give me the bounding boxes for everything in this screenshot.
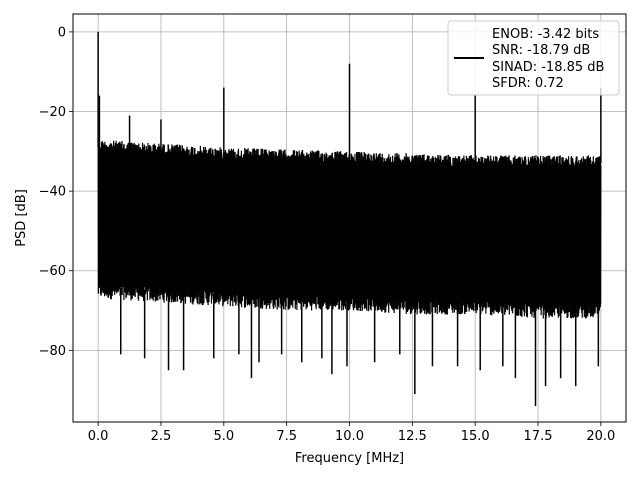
y-tick-label: −40 <box>39 185 66 200</box>
legend: ENOB: -3.42 bits SNR: -18.79 dB SINAD: -… <box>447 20 620 96</box>
y-tick-label: −60 <box>39 264 66 279</box>
data-layer <box>97 31 602 407</box>
x-tick-label: 10.0 <box>335 429 364 444</box>
y-tick-label: −80 <box>39 344 66 359</box>
legend-box <box>447 20 620 96</box>
x-tick-label: 15.0 <box>461 429 490 444</box>
x-tick-label: 0.0 <box>88 429 109 444</box>
legend-sinad: SINAD: -18.85 dB <box>492 60 604 75</box>
x-tick-label: 7.5 <box>276 429 297 444</box>
psd-series-line <box>97 140 602 319</box>
x-axis-label: Frequency [MHz] <box>295 451 404 466</box>
legend-enob: ENOB: -3.42 bits <box>492 27 599 42</box>
x-tick-label: 2.5 <box>151 429 172 444</box>
legend-snr: SNR: -18.79 dB <box>492 43 590 58</box>
x-tick-label: 5.0 <box>213 429 234 444</box>
y-tick-label: 0 <box>58 25 66 40</box>
x-tick-label: 20.0 <box>586 429 615 444</box>
x-tick-label: 12.5 <box>398 429 427 444</box>
y-tick-label: −20 <box>39 105 66 120</box>
legend-sfdr: SFDR: 0.72 <box>492 76 564 91</box>
y-axis: 0 −20 −40 −60 −80 <box>39 25 73 359</box>
x-axis: 0.0 2.5 5.0 7.5 10.0 12.5 15.0 17.5 20.0 <box>88 422 615 444</box>
x-tick-label: 17.5 <box>524 429 553 444</box>
y-axis-label: PSD [dB] <box>14 189 29 247</box>
